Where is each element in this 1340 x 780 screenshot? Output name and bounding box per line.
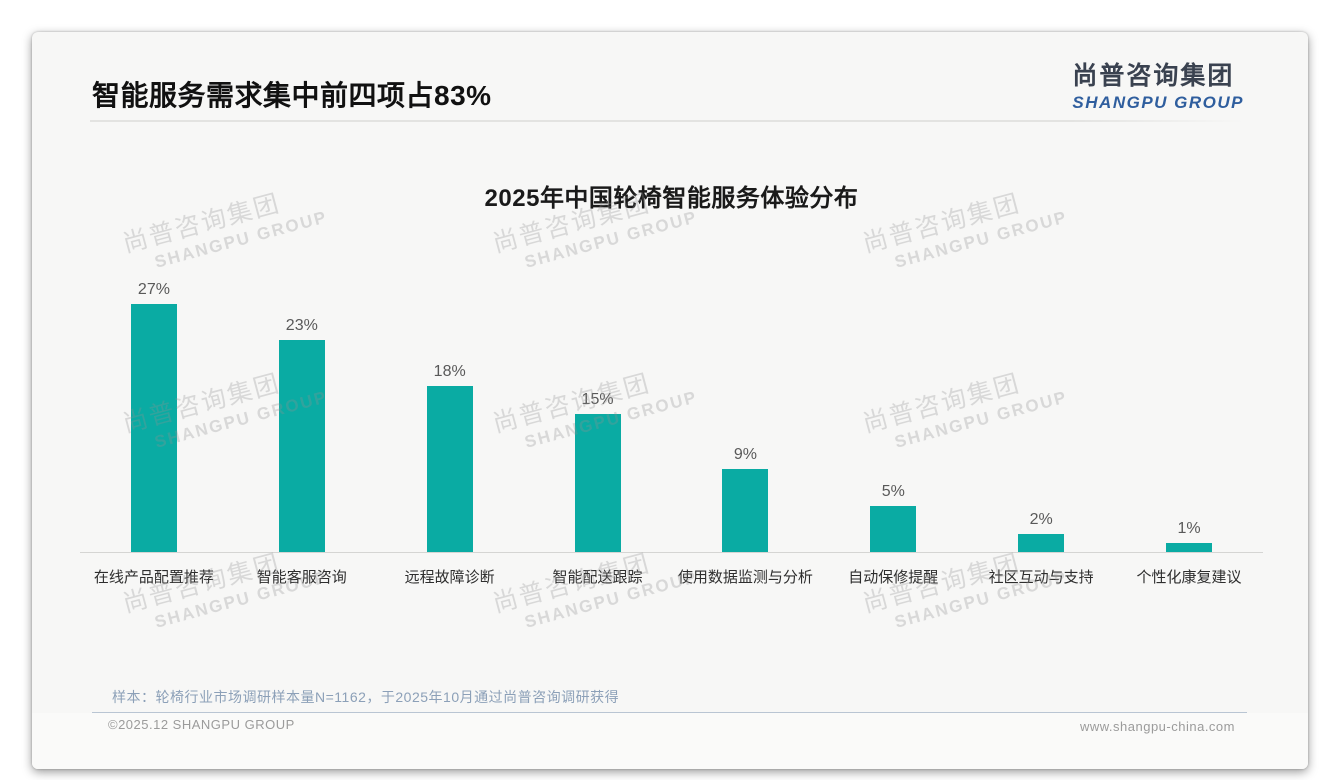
chart-category-axis: 在线产品配置推荐 智能客服咨询 远程故障诊断 智能配送跟踪 使用数据监测与分析 自动保修提… <box>80 553 1263 587</box>
title-divider <box>90 120 1244 122</box>
bar-cell: 18% <box>376 363 524 552</box>
slide-card: 智能服务需求集中前四项占83% 尚普咨询集团 SHANGPU GROUP 202… <box>32 32 1308 769</box>
bar-chart: 27% 23% 18% 15% 9% 5% 2% 1% 在线产品配置推荐 智能客服咨询 远程故障诊… <box>80 281 1263 587</box>
logo-english-text: SHANGPU GROUP <box>1072 93 1244 112</box>
bar-cell: 2% <box>967 511 1115 552</box>
watermark-english-text: SHANGPU GROUP <box>522 207 700 272</box>
sample-note: 样本：轮椅行业市场调研样本量N=1162，于2025年10月通过尚普咨询调研获得 <box>112 689 620 705</box>
bar <box>870 506 917 552</box>
bar <box>278 340 325 552</box>
bar-value-label: 2% <box>1029 510 1053 528</box>
category-label: 社区互动与支持 <box>988 569 1094 586</box>
bar-cell: 27% <box>80 281 228 552</box>
chart-title: 2025年中国轮椅智能服务体验分布 <box>484 185 859 212</box>
category-label: 智能配送跟踪 <box>552 569 643 586</box>
page-title: 智能服务需求集中前四项占83% <box>92 80 492 111</box>
bar-cell: 23% <box>228 317 376 552</box>
bar-value-label: 5% <box>881 483 905 500</box>
bar-cell: 9% <box>672 446 820 552</box>
footer-copyright: ©2025.12 SHANGPU GROUP <box>108 717 295 732</box>
category-label: 在线产品配置推荐 <box>93 569 214 586</box>
footer-strip <box>32 713 1308 769</box>
watermark-english-text: SHANGPU GROUP <box>152 207 330 272</box>
bar <box>1018 533 1065 552</box>
bar-value-label: 9% <box>733 446 757 464</box>
bar-value-label: 18% <box>433 363 466 381</box>
shangpu-logo: 尚普咨询集团 SHANGPU GROUP <box>1072 56 1244 113</box>
footer-website: www.shangpu-china.com <box>1079 719 1235 734</box>
category-label: 个性化康复建议 <box>1136 569 1242 586</box>
bar <box>426 386 473 552</box>
bar-cell: 1% <box>1115 520 1263 552</box>
bar-value-label: 23% <box>285 317 318 335</box>
bar <box>722 469 769 552</box>
bar-value-label: 1% <box>1177 519 1201 537</box>
bar-cell: 15% <box>524 391 672 552</box>
bar <box>574 414 621 552</box>
bar-value-label: 15% <box>581 391 614 408</box>
bar-cell: 5% <box>819 483 967 552</box>
category-label: 使用数据监测与分析 <box>677 569 813 586</box>
bar <box>130 303 177 552</box>
category-label: 远程故障诊断 <box>404 569 495 586</box>
bar <box>1166 542 1213 552</box>
watermark-english-text: SHANGPU GROUP <box>892 207 1070 272</box>
category-label: 自动保修提醒 <box>848 569 939 586</box>
logo-chinese-text: 尚普咨询集团 <box>1072 62 1235 90</box>
bar-value-label: 27% <box>137 280 170 298</box>
footer-divider <box>92 712 1247 713</box>
chart-plot-area: 27% 23% 18% 15% 9% 5% 2% 1% <box>80 281 1263 553</box>
category-label: 智能客服咨询 <box>256 569 347 586</box>
